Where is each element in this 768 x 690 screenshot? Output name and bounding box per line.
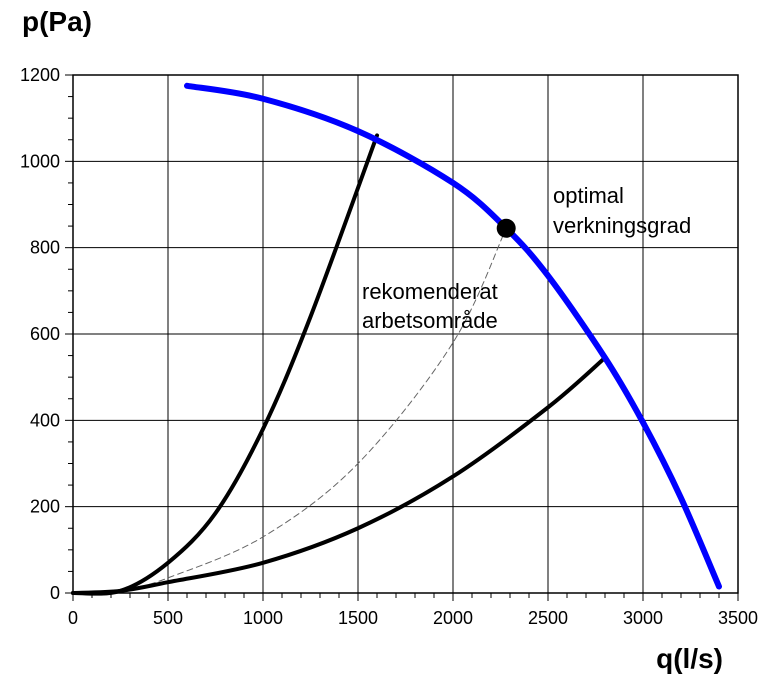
- x-tick-labels: 0 500 1000 1500 2000 2500 3000 3500: [68, 608, 758, 628]
- optimal-system-curve-line: [120, 227, 507, 593]
- x-tick-label: 500: [153, 608, 183, 628]
- annotation-optimal-line1: optimal: [553, 183, 624, 208]
- markers-group: [496, 218, 516, 238]
- y-tick-label: 400: [30, 410, 60, 430]
- y-tick-labels: 0 200 400 600 800 1000 1200: [20, 65, 60, 603]
- y-tick-label: 600: [30, 324, 60, 344]
- fan-curve-line: [184, 82, 722, 590]
- annotation-range-line2: arbetsområde: [362, 308, 498, 333]
- minor-ticks: [65, 74, 739, 601]
- annotation-optimal-line2: verkningsgrad: [553, 213, 691, 238]
- x-tick-label: 2500: [528, 608, 568, 628]
- optimal-efficiency-point: [496, 218, 516, 238]
- x-tick-label: 1000: [243, 608, 283, 628]
- y-tick-label: 200: [30, 497, 60, 517]
- plot-frame: [72, 74, 739, 594]
- x-tick-label: 3000: [623, 608, 663, 628]
- series-group: [71, 82, 722, 596]
- x-tick-label: 1500: [338, 608, 378, 628]
- y-tick-label: 1000: [20, 151, 60, 171]
- upper-limit-line: [71, 133, 379, 596]
- x-axis-title: q(l/s): [656, 643, 723, 674]
- y-tick-label: 800: [30, 238, 60, 258]
- annotation-range-line1: rekomenderat: [362, 279, 498, 304]
- x-tick-label: 3500: [718, 608, 758, 628]
- x-tick-label: 0: [68, 608, 78, 628]
- y-axis-title: p(Pa): [22, 6, 92, 37]
- y-tick-label: 1200: [20, 65, 60, 85]
- y-tick-label: 0: [50, 583, 60, 603]
- x-tick-label: 2000: [433, 608, 473, 628]
- grid-lines: [72, 74, 739, 594]
- lower-limit-line: [71, 355, 607, 595]
